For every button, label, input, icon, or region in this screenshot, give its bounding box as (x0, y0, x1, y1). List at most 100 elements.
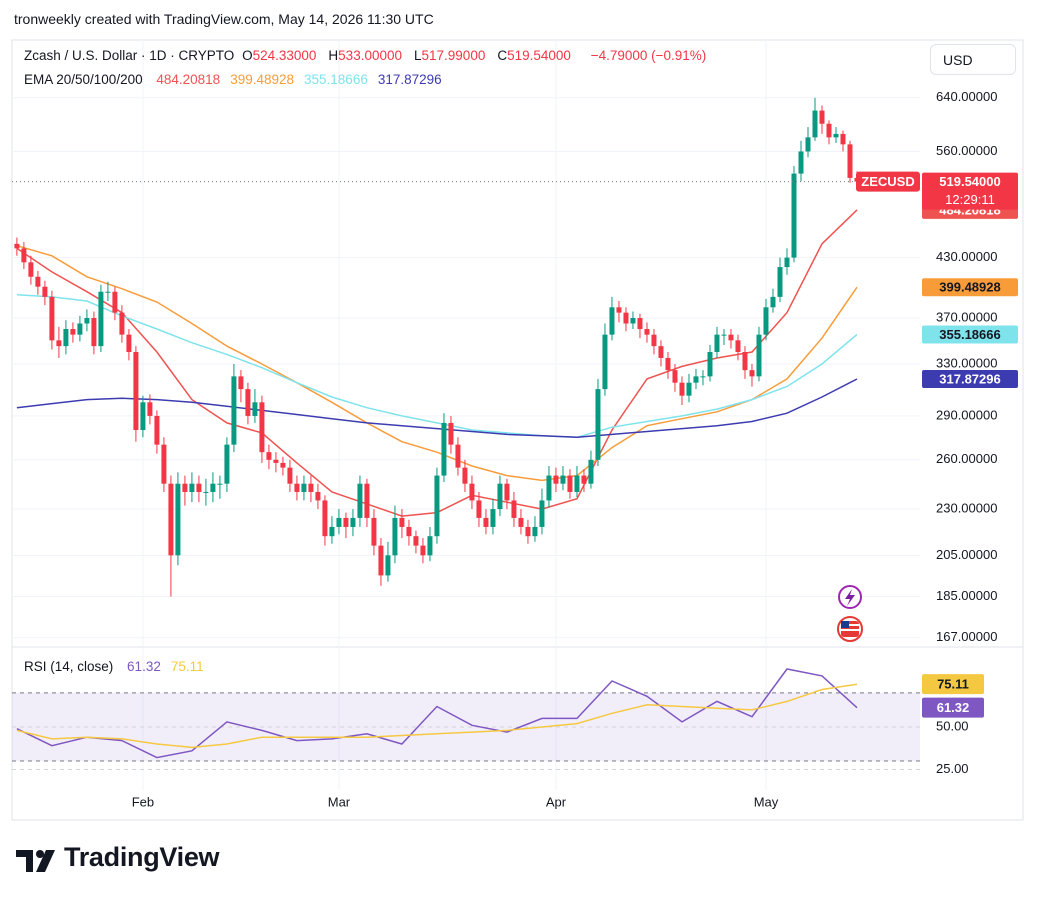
currency-button[interactable]: USD (930, 44, 1016, 75)
candle-body (119, 312, 125, 335)
rsi-badge-bg (922, 674, 984, 695)
candle-body (777, 267, 783, 297)
candle-body (42, 286, 48, 297)
ema-badge-bg (922, 370, 1018, 389)
rsi-value: 61.32 (127, 659, 161, 674)
symbol-title: Zcash / U.S. Dollar · 1D · CRYPTO (24, 48, 235, 63)
candle-body (231, 376, 237, 445)
candle-body (63, 329, 69, 347)
candle-body (763, 307, 769, 335)
candle-body (672, 370, 678, 383)
candle-body (847, 144, 853, 178)
chart-frame (11, 39, 1024, 821)
candle-body (168, 483, 174, 556)
candle-body (182, 483, 188, 492)
y-tick-label: 25.00 (936, 761, 969, 776)
line-series (16, 378, 858, 439)
rsi-badge: 61.32 (937, 700, 970, 715)
candle-body (49, 296, 55, 341)
candle-body (287, 467, 293, 484)
candle-body (602, 334, 608, 390)
candle-body (350, 517, 356, 527)
candle-body (84, 318, 90, 324)
candle-body (651, 334, 657, 347)
candle-body (637, 318, 643, 330)
candle-body (189, 483, 195, 492)
candle-body (770, 296, 776, 308)
y-tick-label: 260.00000 (936, 451, 997, 466)
candle-body (308, 483, 314, 492)
y-tick-label: 640.00000 (936, 89, 997, 104)
candle-body (56, 340, 62, 347)
candle-body (245, 389, 251, 416)
candle-body (504, 483, 510, 501)
ohlc-key: C (497, 48, 508, 63)
candle-body (294, 483, 300, 492)
candle-body (371, 517, 377, 546)
candle-body (476, 500, 482, 518)
candle-body (238, 376, 244, 390)
rsi-badge: 75.11 (937, 677, 969, 692)
candle-body (420, 545, 426, 556)
candle-body (98, 291, 104, 347)
candle-body (70, 329, 76, 335)
candle-body (175, 483, 181, 556)
candle-body (469, 483, 475, 501)
ema-badge: 355.18666 (939, 327, 1000, 342)
candle-body (721, 334, 727, 336)
candle-body (105, 291, 111, 293)
candle-body (749, 370, 755, 377)
candle-body (707, 351, 713, 377)
ema-value: 355.18666 (304, 72, 368, 87)
candle-body (805, 137, 811, 152)
y-tick-label: 430.00000 (936, 249, 997, 264)
candle-body (196, 483, 202, 492)
x-tick-label: Mar (328, 794, 351, 809)
y-tick-label: 330.00000 (936, 355, 997, 370)
candle-body (392, 517, 398, 556)
candle-body (448, 422, 454, 445)
ohlc-value: 533.00000 (338, 48, 402, 63)
candle-body (427, 536, 433, 556)
y-tick-label: 290.00000 (936, 407, 997, 422)
candle-body (819, 110, 825, 124)
candle-body (714, 334, 720, 352)
rsi-legend: RSI (14, close) 61.32 75.11 (24, 659, 208, 674)
candle-body (301, 483, 307, 492)
candle-body (560, 475, 566, 484)
candle-body (700, 376, 706, 378)
x-tick-label: Apr (546, 794, 567, 809)
candle-body (833, 133, 839, 138)
candle-body (826, 123, 832, 138)
candle-body (210, 483, 216, 492)
candle-body (399, 517, 405, 527)
ema-legend: EMA 20/50/100/200 484.20818 399.48928 355.… (24, 72, 446, 87)
ema-badge: 317.87296 (939, 371, 1000, 386)
candle-body (588, 459, 594, 484)
candle-body (756, 334, 762, 377)
candle-body (91, 318, 97, 347)
candle-body (126, 334, 132, 352)
y-tick-label: 370.00000 (936, 309, 997, 324)
candle-body (147, 402, 153, 416)
y-tick-label: 167.00000 (936, 629, 997, 644)
candle-body (203, 491, 209, 493)
candle-body (665, 357, 671, 371)
candle-body (343, 517, 349, 527)
y-tick-label: 205.00000 (936, 547, 997, 562)
candle-body (546, 475, 552, 501)
candle-body (441, 422, 447, 476)
watermark: tronweekly created with TradingView.com,… (14, 11, 434, 27)
candle-body (434, 475, 440, 537)
candle-body (259, 402, 265, 453)
candle-body (336, 517, 342, 527)
ema-badge: 399.48928 (939, 280, 1000, 295)
candle-body (518, 517, 524, 527)
candle-body (28, 262, 34, 277)
x-tick-label: Feb (132, 794, 154, 809)
line-series (16, 244, 858, 482)
candle-body (462, 467, 468, 484)
candle-body (553, 475, 559, 484)
candle-body (679, 382, 685, 396)
y-tick-label: 50.00 (936, 718, 969, 733)
